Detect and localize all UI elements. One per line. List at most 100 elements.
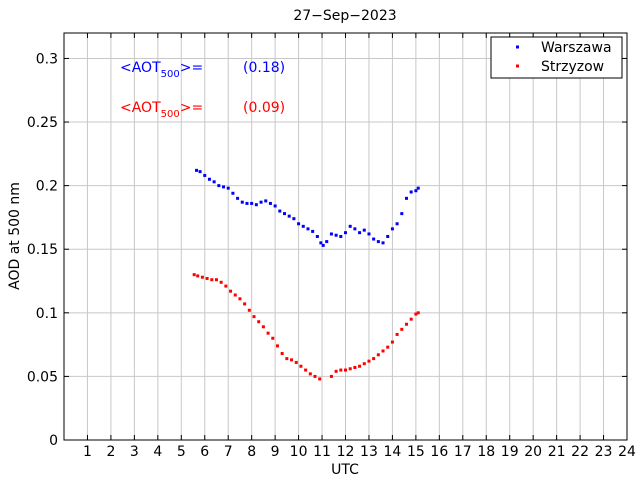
data-point-strzyzow [196, 274, 200, 278]
annotation-subscript: 500 [161, 109, 180, 120]
data-point-warszawa [409, 190, 413, 194]
axis-ticks [64, 33, 628, 441]
data-point-warszawa [329, 232, 333, 236]
data-point-strzyzow [376, 353, 380, 357]
data-point-strzyzow [247, 308, 251, 312]
x-tick-label: 14 [384, 444, 402, 460]
x-tick-label: 10 [290, 444, 308, 460]
data-point-warszawa [217, 184, 221, 188]
annotation-prefix: <AOT [120, 60, 161, 76]
data-point-warszawa [268, 201, 272, 205]
data-point-strzyzow [400, 327, 404, 331]
data-point-warszawa [348, 224, 352, 228]
data-point-strzyzow [200, 275, 204, 279]
series-points [192, 168, 420, 381]
data-point-strzyzow [294, 360, 298, 364]
x-tick-label: 7 [224, 444, 233, 460]
data-point-strzyzow [252, 315, 256, 319]
y-tick-label: 0.15 [27, 242, 58, 258]
data-point-strzyzow [348, 367, 352, 371]
data-point-strzyzow [362, 362, 366, 366]
data-point-strzyzow [318, 377, 322, 381]
x-tick-label: 16 [430, 444, 448, 460]
data-point-warszawa [311, 229, 315, 233]
annotation-subscript: 500 [161, 69, 180, 80]
data-point-warszawa [404, 196, 408, 200]
annotation-label-warszawa: <AOT500>= [120, 60, 203, 80]
data-point-warszawa [231, 191, 235, 195]
data-point-warszawa [264, 199, 268, 203]
data-point-strzyzow [229, 289, 233, 293]
x-tick-label: 12 [337, 444, 355, 460]
grid-lines [64, 33, 627, 440]
data-point-strzyzow [280, 352, 284, 356]
data-point-strzyzow [308, 372, 312, 376]
data-point-strzyzow [372, 357, 376, 361]
data-point-warszawa [240, 200, 244, 204]
data-point-warszawa [367, 232, 371, 236]
data-point-warszawa [212, 180, 216, 184]
data-point-strzyzow [358, 364, 362, 368]
data-point-strzyzow [386, 345, 390, 349]
data-point-warszawa [325, 240, 329, 244]
annotation-suffix: >= [180, 100, 203, 116]
data-point-warszawa [414, 189, 418, 193]
data-point-strzyzow [271, 336, 275, 340]
data-point-warszawa [358, 231, 362, 235]
x-tick-label: 8 [247, 444, 256, 460]
annotation-warszawa: <AOT500>= (0.18) [120, 60, 285, 80]
x-axis-label: UTC [331, 462, 359, 478]
annotation-strzyzow: <AOT500>= (0.09) [120, 100, 285, 120]
data-point-strzyzow [233, 293, 237, 297]
data-point-strzyzow [299, 364, 303, 368]
chart-title: 27−Sep−2023 [293, 8, 396, 24]
data-point-warszawa [283, 212, 287, 216]
data-point-warszawa [273, 204, 277, 208]
data-point-strzyzow [266, 331, 270, 335]
data-point-warszawa [381, 241, 385, 245]
data-point-strzyzow [381, 349, 385, 353]
x-tick-label: 15 [407, 444, 425, 460]
data-point-warszawa [195, 168, 199, 172]
data-point-strzyzow [339, 368, 343, 372]
data-point-strzyzow [210, 278, 214, 282]
x-tick-label: 9 [271, 444, 280, 460]
annotation-suffix: >= [180, 60, 203, 76]
x-tick-label: 6 [200, 444, 209, 460]
data-point-warszawa [319, 241, 323, 245]
y-tick-label: 0 [49, 433, 58, 449]
data-point-strzyzow [367, 359, 371, 363]
data-point-warszawa [390, 227, 394, 231]
data-point-strzyzow [257, 320, 261, 324]
data-point-strzyzow [334, 369, 338, 373]
data-point-warszawa [198, 170, 202, 174]
x-tick-label: 19 [501, 444, 519, 460]
data-point-strzyzow [329, 374, 333, 378]
annotation-value-warszawa: (0.18) [243, 60, 285, 76]
x-tick-label: 11 [313, 444, 331, 460]
data-point-warszawa [315, 235, 319, 238]
data-point-strzyzow [395, 332, 399, 336]
data-point-warszawa [301, 224, 305, 228]
series-warszawa [195, 168, 420, 247]
data-point-strzyzow [238, 297, 242, 301]
x-tick-label: 4 [153, 444, 162, 460]
legend-entry-warszawa: Warszawa [541, 40, 612, 56]
data-point-warszawa [353, 227, 357, 231]
data-point-warszawa [207, 177, 211, 181]
data-point-warszawa [416, 186, 420, 190]
data-point-strzyzow [205, 276, 209, 280]
annotation-label-strzyzow: <AOT500>= [120, 100, 203, 120]
y-tick-labels: 0 0.05 0.1 0.15 0.2 0.25 0.3 [27, 51, 58, 449]
x-tick-label: 23 [595, 444, 613, 460]
legend: Warszawa Strzyzow [490, 36, 623, 79]
data-point-strzyzow [353, 366, 357, 369]
data-point-strzyzow [414, 312, 418, 316]
data-point-warszawa [386, 235, 390, 238]
data-point-warszawa [376, 240, 380, 244]
data-point-warszawa [339, 235, 343, 238]
data-point-warszawa [250, 201, 254, 205]
data-point-warszawa [344, 231, 347, 235]
data-point-strzyzow [224, 284, 228, 288]
